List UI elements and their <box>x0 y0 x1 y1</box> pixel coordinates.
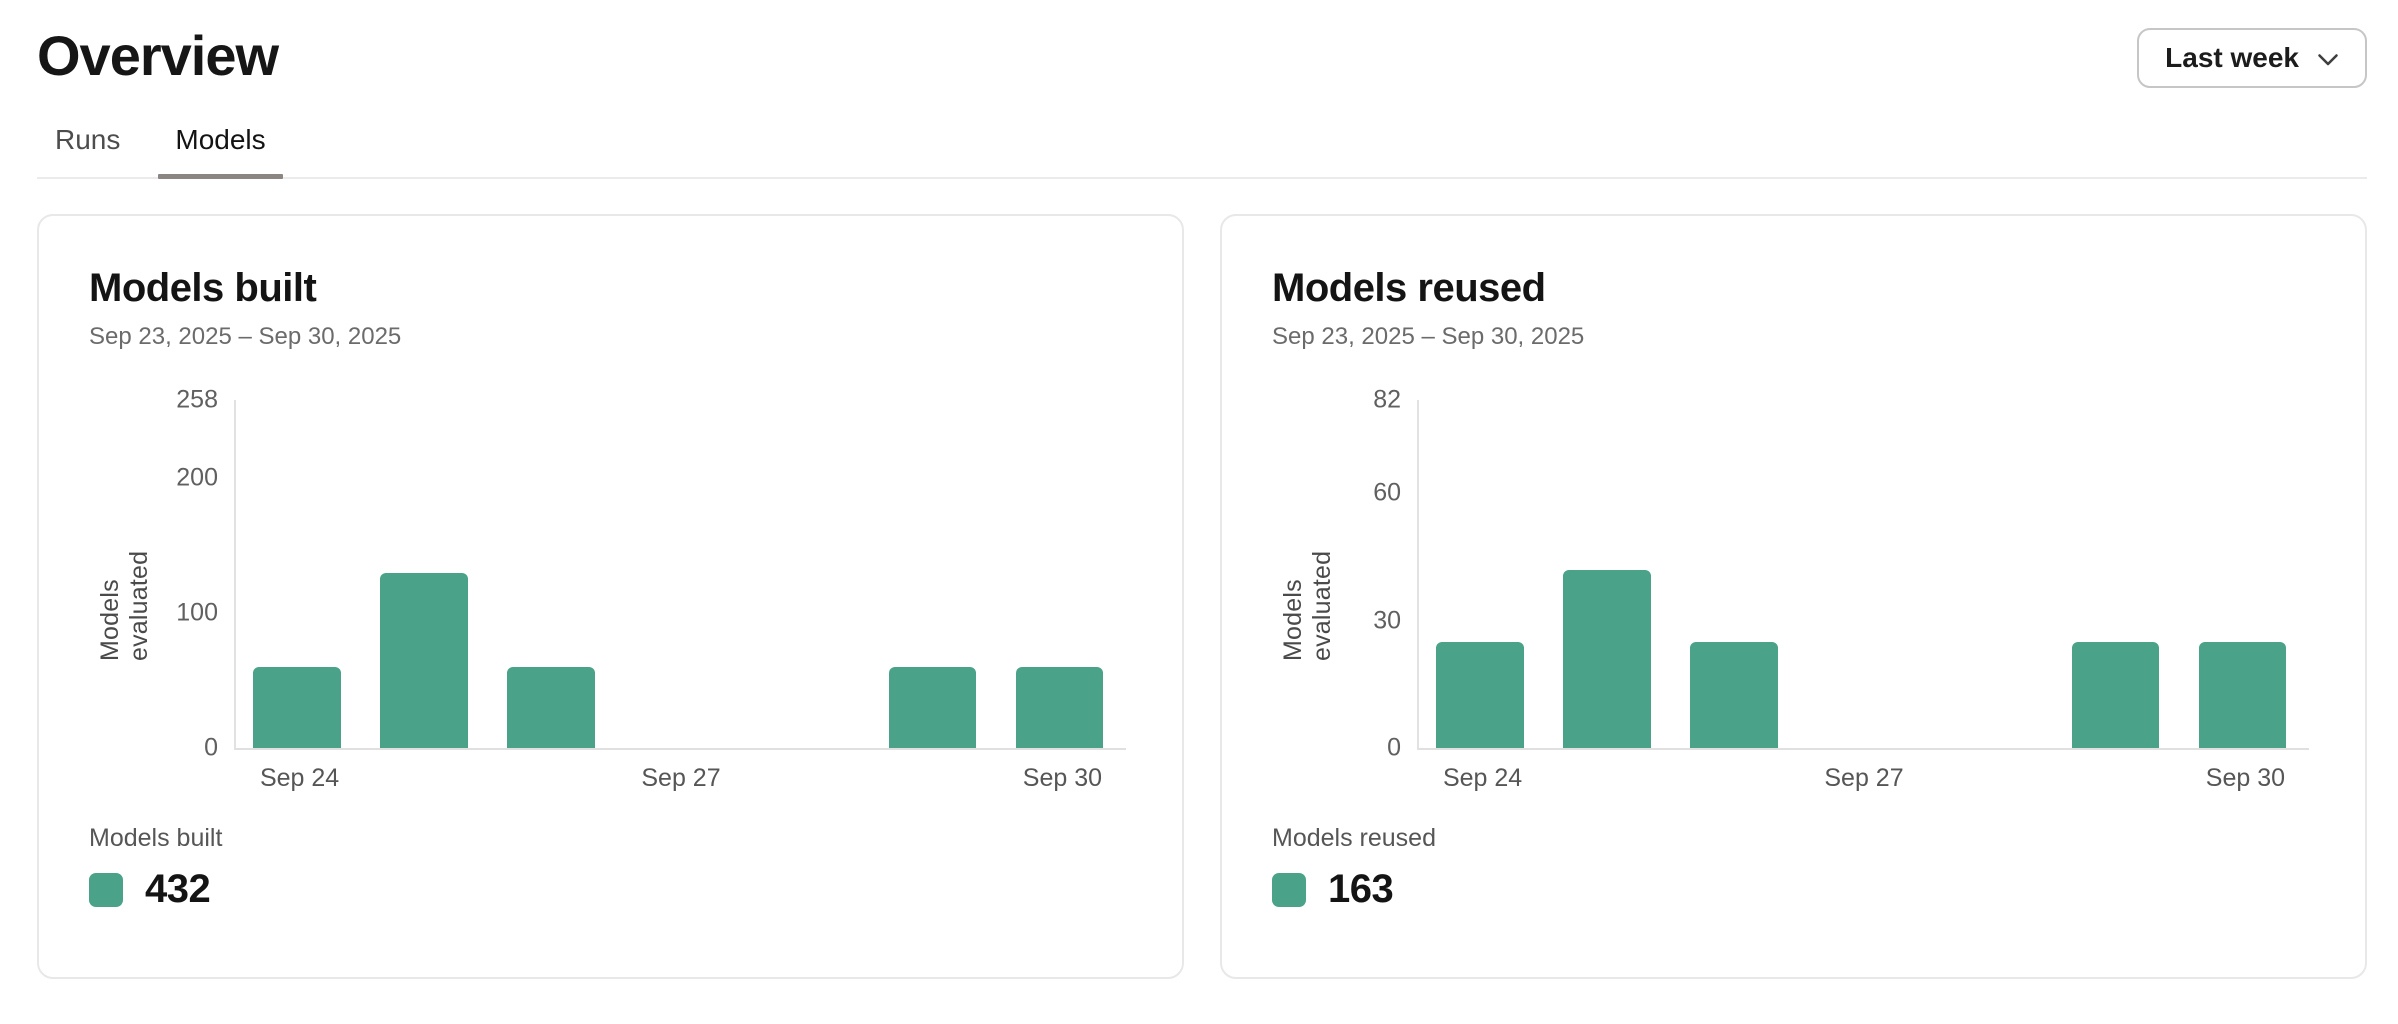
bar-sep-30 <box>1015 667 1104 748</box>
bar-sep-29 <box>888 667 977 748</box>
tab-runs[interactable]: Runs <box>55 124 121 155</box>
models-reused-chart: Models evaluated 0 30 60 82 Sep 24 Sep 27 Sep 3… <box>1272 386 2317 792</box>
x-axis-tick: Sep 24 <box>1442 764 1523 792</box>
legend-label: Models built <box>89 824 223 852</box>
y-axis-label: Models evaluated <box>96 550 153 661</box>
legend-row: 163 <box>1272 867 2317 912</box>
bar-sep-30 <box>2198 641 2287 748</box>
cards-row: Models built Sep 23, 2025 – Sep 30, 2025… <box>0 179 2398 979</box>
bar-sep-24 <box>1435 641 1524 748</box>
page-title: Overview <box>37 24 279 87</box>
models-built-chart: Models evaluated 0 100 200 258 Sep 24 Sep 27 Se… <box>89 386 1134 792</box>
card-date-range: Sep 23, 2025 – Sep 30, 2025 <box>89 323 402 350</box>
bar-sep-25 <box>380 572 468 748</box>
x-axis-tick: Sep 27 <box>1824 764 1904 792</box>
tab-bar: Runs Models <box>37 124 2367 179</box>
card-models-built: Models built Sep 23, 2025 – Sep 30, 2025… <box>37 214 1184 979</box>
y-axis-tick: 100 <box>176 598 218 627</box>
card-models-reused: Models reused Sep 23, 2025 – Sep 30, 202… <box>1220 214 2367 979</box>
tab-models[interactable]: Models <box>158 124 283 179</box>
legend-value: 432 <box>145 867 211 911</box>
y-axis-tick: 60 <box>1373 478 1401 507</box>
bar-sep-29 <box>2071 641 2160 748</box>
bar-sep-24 <box>252 667 341 748</box>
models-reused-legend: Models reused 163 <box>1272 824 2317 912</box>
x-axis-tick: Sep 30 <box>1022 764 1103 792</box>
card-title: Models reused <box>1272 266 1546 310</box>
legend-swatch <box>89 872 123 907</box>
legend-value: 163 <box>1328 867 1394 911</box>
x-axis-tick: Sep 27 <box>641 764 721 792</box>
x-axis-tick: Sep 24 <box>259 764 340 792</box>
legend-label: Models reused <box>1272 824 1436 852</box>
date-range-label: Last week <box>2165 42 2299 73</box>
bar-sep-26 <box>1690 641 1778 748</box>
bar-sep-25 <box>1563 569 1651 748</box>
legend-swatch <box>1272 872 1306 907</box>
page-header: Overview Last week <box>0 0 2398 88</box>
bar-sep-26 <box>507 667 595 748</box>
y-axis-tick: 30 <box>1373 606 1401 635</box>
y-axis-tick: 0 <box>204 733 218 762</box>
date-range-dropdown[interactable]: Last week <box>2137 28 2367 88</box>
chevron-down-icon <box>2317 50 2339 67</box>
legend-row: 432 <box>89 867 1134 912</box>
x-axis-tick: Sep 30 <box>2205 764 2286 792</box>
y-axis-tick: 258 <box>176 385 218 414</box>
card-title: Models built <box>89 266 317 310</box>
y-axis-label: Models evaluated <box>1279 550 1336 661</box>
y-axis-tick: 200 <box>176 463 218 492</box>
y-axis-tick: 0 <box>1387 733 1401 762</box>
card-date-range: Sep 23, 2025 – Sep 30, 2025 <box>1272 323 1585 350</box>
models-built-plot: Models evaluated 0 100 200 258 Sep 24 Sep 27 Se… <box>96 386 1126 792</box>
models-built-legend: Models built 432 <box>89 824 1134 912</box>
models-reused-plot: Models evaluated 0 30 60 82 Sep 24 Sep 27 Sep 3… <box>1279 386 2309 792</box>
y-axis-tick: 82 <box>1373 385 1401 414</box>
